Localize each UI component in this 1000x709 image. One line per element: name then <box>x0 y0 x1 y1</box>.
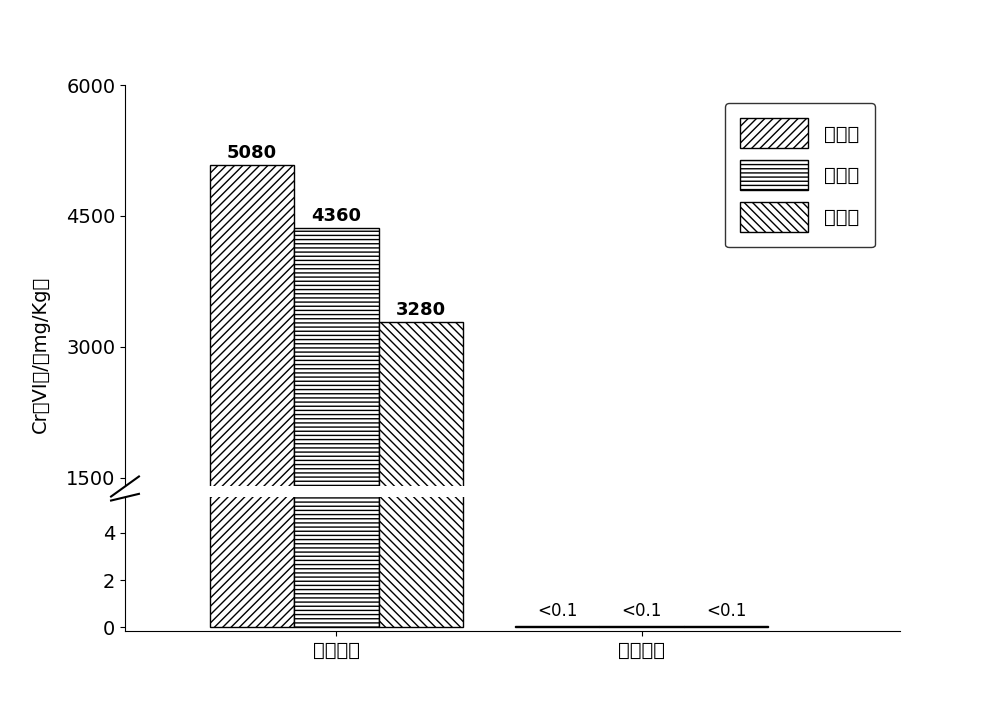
Bar <box>684 626 768 627</box>
Bar <box>210 165 294 608</box>
Text: 5080: 5080 <box>227 144 277 162</box>
Text: Cr（VI）/（mg/Kg）: Cr（VI）/（mg/Kg） <box>30 276 50 433</box>
Text: 3280: 3280 <box>396 301 446 319</box>
Bar <box>379 0 463 627</box>
Text: <0.1: <0.1 <box>621 603 662 620</box>
Text: <0.1: <0.1 <box>706 603 746 620</box>
Bar <box>515 626 599 627</box>
Text: 4360: 4360 <box>311 207 361 225</box>
Legend: 最大值, 平均值, 最小值: 最大值, 平均值, 最小值 <box>725 103 875 247</box>
Bar <box>294 228 379 608</box>
Bar <box>210 0 294 627</box>
Bar <box>379 323 463 608</box>
Text: <0.1: <0.1 <box>537 603 577 620</box>
Bar <box>599 626 684 627</box>
Bar <box>294 0 379 627</box>
